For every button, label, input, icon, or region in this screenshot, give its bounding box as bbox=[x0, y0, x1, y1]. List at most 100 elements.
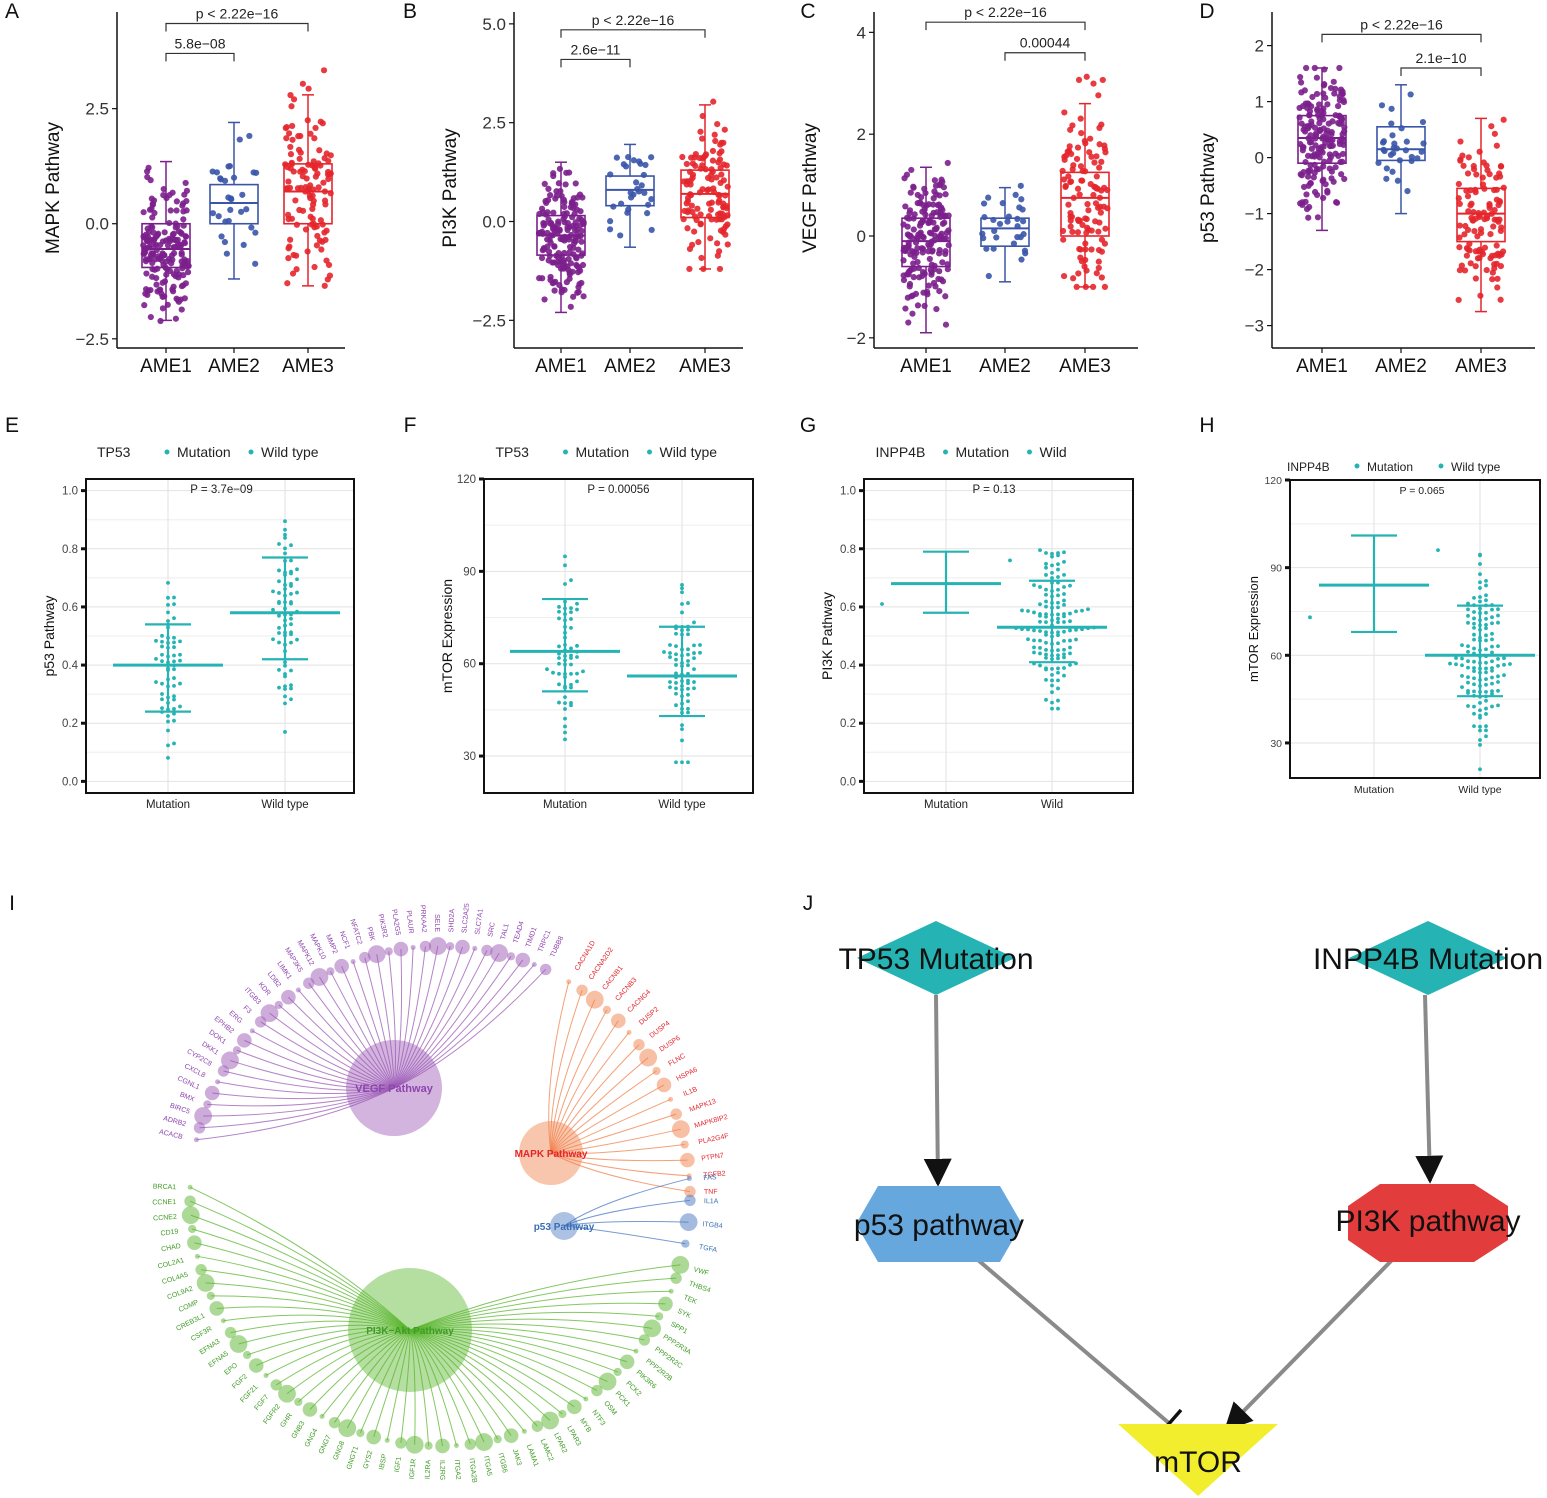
data-point bbox=[183, 197, 190, 205]
data-point bbox=[937, 205, 944, 213]
gene-node bbox=[195, 1264, 207, 1276]
gene-node bbox=[638, 1334, 651, 1346]
data-point bbox=[1472, 689, 1476, 694]
gene-label: LPAR3 bbox=[565, 1425, 582, 1447]
data-point bbox=[1074, 627, 1078, 632]
data-point bbox=[1465, 154, 1472, 161]
data-point bbox=[147, 313, 154, 321]
data-point bbox=[544, 197, 552, 204]
data-point bbox=[1044, 599, 1048, 604]
data-point bbox=[1050, 678, 1054, 683]
data-point bbox=[1020, 218, 1027, 225]
data-point bbox=[686, 245, 694, 253]
data-point bbox=[692, 620, 696, 625]
gene-node bbox=[209, 1301, 225, 1316]
data-point bbox=[914, 191, 921, 199]
data-point bbox=[1478, 724, 1482, 729]
data-point bbox=[1050, 551, 1054, 556]
data-point bbox=[1334, 103, 1342, 110]
data-point bbox=[1478, 599, 1482, 604]
gene-label: CACNB3 bbox=[614, 977, 638, 1003]
data-point bbox=[1484, 666, 1488, 671]
data-point bbox=[1498, 224, 1505, 231]
data-point bbox=[1455, 180, 1462, 188]
box-iqr bbox=[1456, 187, 1506, 243]
network-edge bbox=[409, 1329, 485, 1443]
data-point bbox=[564, 226, 571, 234]
network-edge bbox=[550, 1128, 682, 1154]
data-point bbox=[292, 197, 299, 204]
data-point bbox=[1466, 601, 1470, 606]
y-tick-label: 0 bbox=[1255, 149, 1264, 168]
network-edge bbox=[409, 1323, 645, 1341]
network-edge bbox=[563, 1199, 691, 1227]
data-point bbox=[1044, 666, 1048, 671]
data-point bbox=[566, 271, 573, 278]
data-point bbox=[1075, 76, 1083, 83]
data-point bbox=[1020, 608, 1024, 613]
data-point bbox=[905, 319, 912, 326]
data-point bbox=[1496, 688, 1500, 693]
data-point bbox=[907, 232, 914, 239]
data-point bbox=[1032, 583, 1036, 588]
gene-label: TIMD1 bbox=[525, 926, 539, 948]
data-point bbox=[938, 230, 945, 237]
gene-label: DKK1 bbox=[200, 1041, 219, 1057]
gene-label: LDB2 bbox=[266, 971, 282, 989]
data-point bbox=[1070, 162, 1077, 169]
data-point bbox=[163, 266, 171, 273]
network-edge bbox=[236, 1049, 395, 1089]
data-point bbox=[1454, 656, 1458, 660]
gene-label: NCF1 bbox=[338, 930, 351, 950]
y-tick-label: −1 bbox=[1245, 205, 1264, 224]
data-point bbox=[1490, 675, 1494, 680]
data-point bbox=[617, 232, 624, 239]
data-point bbox=[1484, 583, 1488, 588]
data-point bbox=[1316, 101, 1323, 108]
data-point bbox=[1496, 703, 1500, 708]
data-point bbox=[1038, 645, 1042, 650]
gene-label: KDR bbox=[257, 981, 272, 997]
data-point bbox=[172, 667, 176, 672]
legend-label: Mutation bbox=[1367, 460, 1413, 474]
gene-label: OSM bbox=[602, 1400, 618, 1417]
network-edge bbox=[386, 1329, 411, 1441]
data-point bbox=[319, 221, 326, 228]
data-point bbox=[1496, 664, 1500, 668]
data-point bbox=[1311, 188, 1319, 196]
data-point bbox=[1308, 145, 1315, 152]
data-point bbox=[159, 305, 167, 312]
data-point bbox=[289, 686, 293, 691]
network-edge bbox=[550, 1152, 688, 1162]
data-point bbox=[1061, 109, 1068, 116]
gene-label: SHD2A bbox=[448, 908, 456, 932]
data-point bbox=[1319, 135, 1326, 142]
gene-node bbox=[428, 937, 447, 955]
data-point bbox=[1056, 648, 1060, 653]
data-point bbox=[1299, 147, 1306, 154]
data-point bbox=[271, 637, 275, 642]
data-point bbox=[680, 723, 684, 728]
y-tick-label: 1.0 bbox=[840, 486, 856, 498]
network-edge bbox=[409, 1328, 628, 1363]
gene-node bbox=[410, 944, 416, 950]
comparison-pvalue: 2.6e−11 bbox=[571, 41, 621, 57]
data-point bbox=[709, 157, 716, 164]
data-point bbox=[686, 686, 690, 691]
data-point bbox=[218, 233, 225, 240]
hub-label: VEGF Pathway bbox=[355, 1083, 434, 1095]
data-point bbox=[1044, 677, 1048, 682]
data-point bbox=[686, 678, 690, 683]
data-point bbox=[288, 215, 295, 222]
data-point bbox=[289, 630, 293, 635]
box-ame2 bbox=[979, 182, 1030, 283]
data-point bbox=[1467, 202, 1474, 209]
data-point bbox=[1331, 90, 1338, 97]
data-point bbox=[578, 227, 585, 235]
data-point bbox=[1062, 602, 1066, 607]
gene-label: EPO bbox=[223, 1362, 239, 1377]
data-point bbox=[699, 112, 706, 120]
data-point bbox=[686, 652, 690, 657]
data-point bbox=[157, 241, 164, 249]
gene-node bbox=[328, 1416, 341, 1429]
